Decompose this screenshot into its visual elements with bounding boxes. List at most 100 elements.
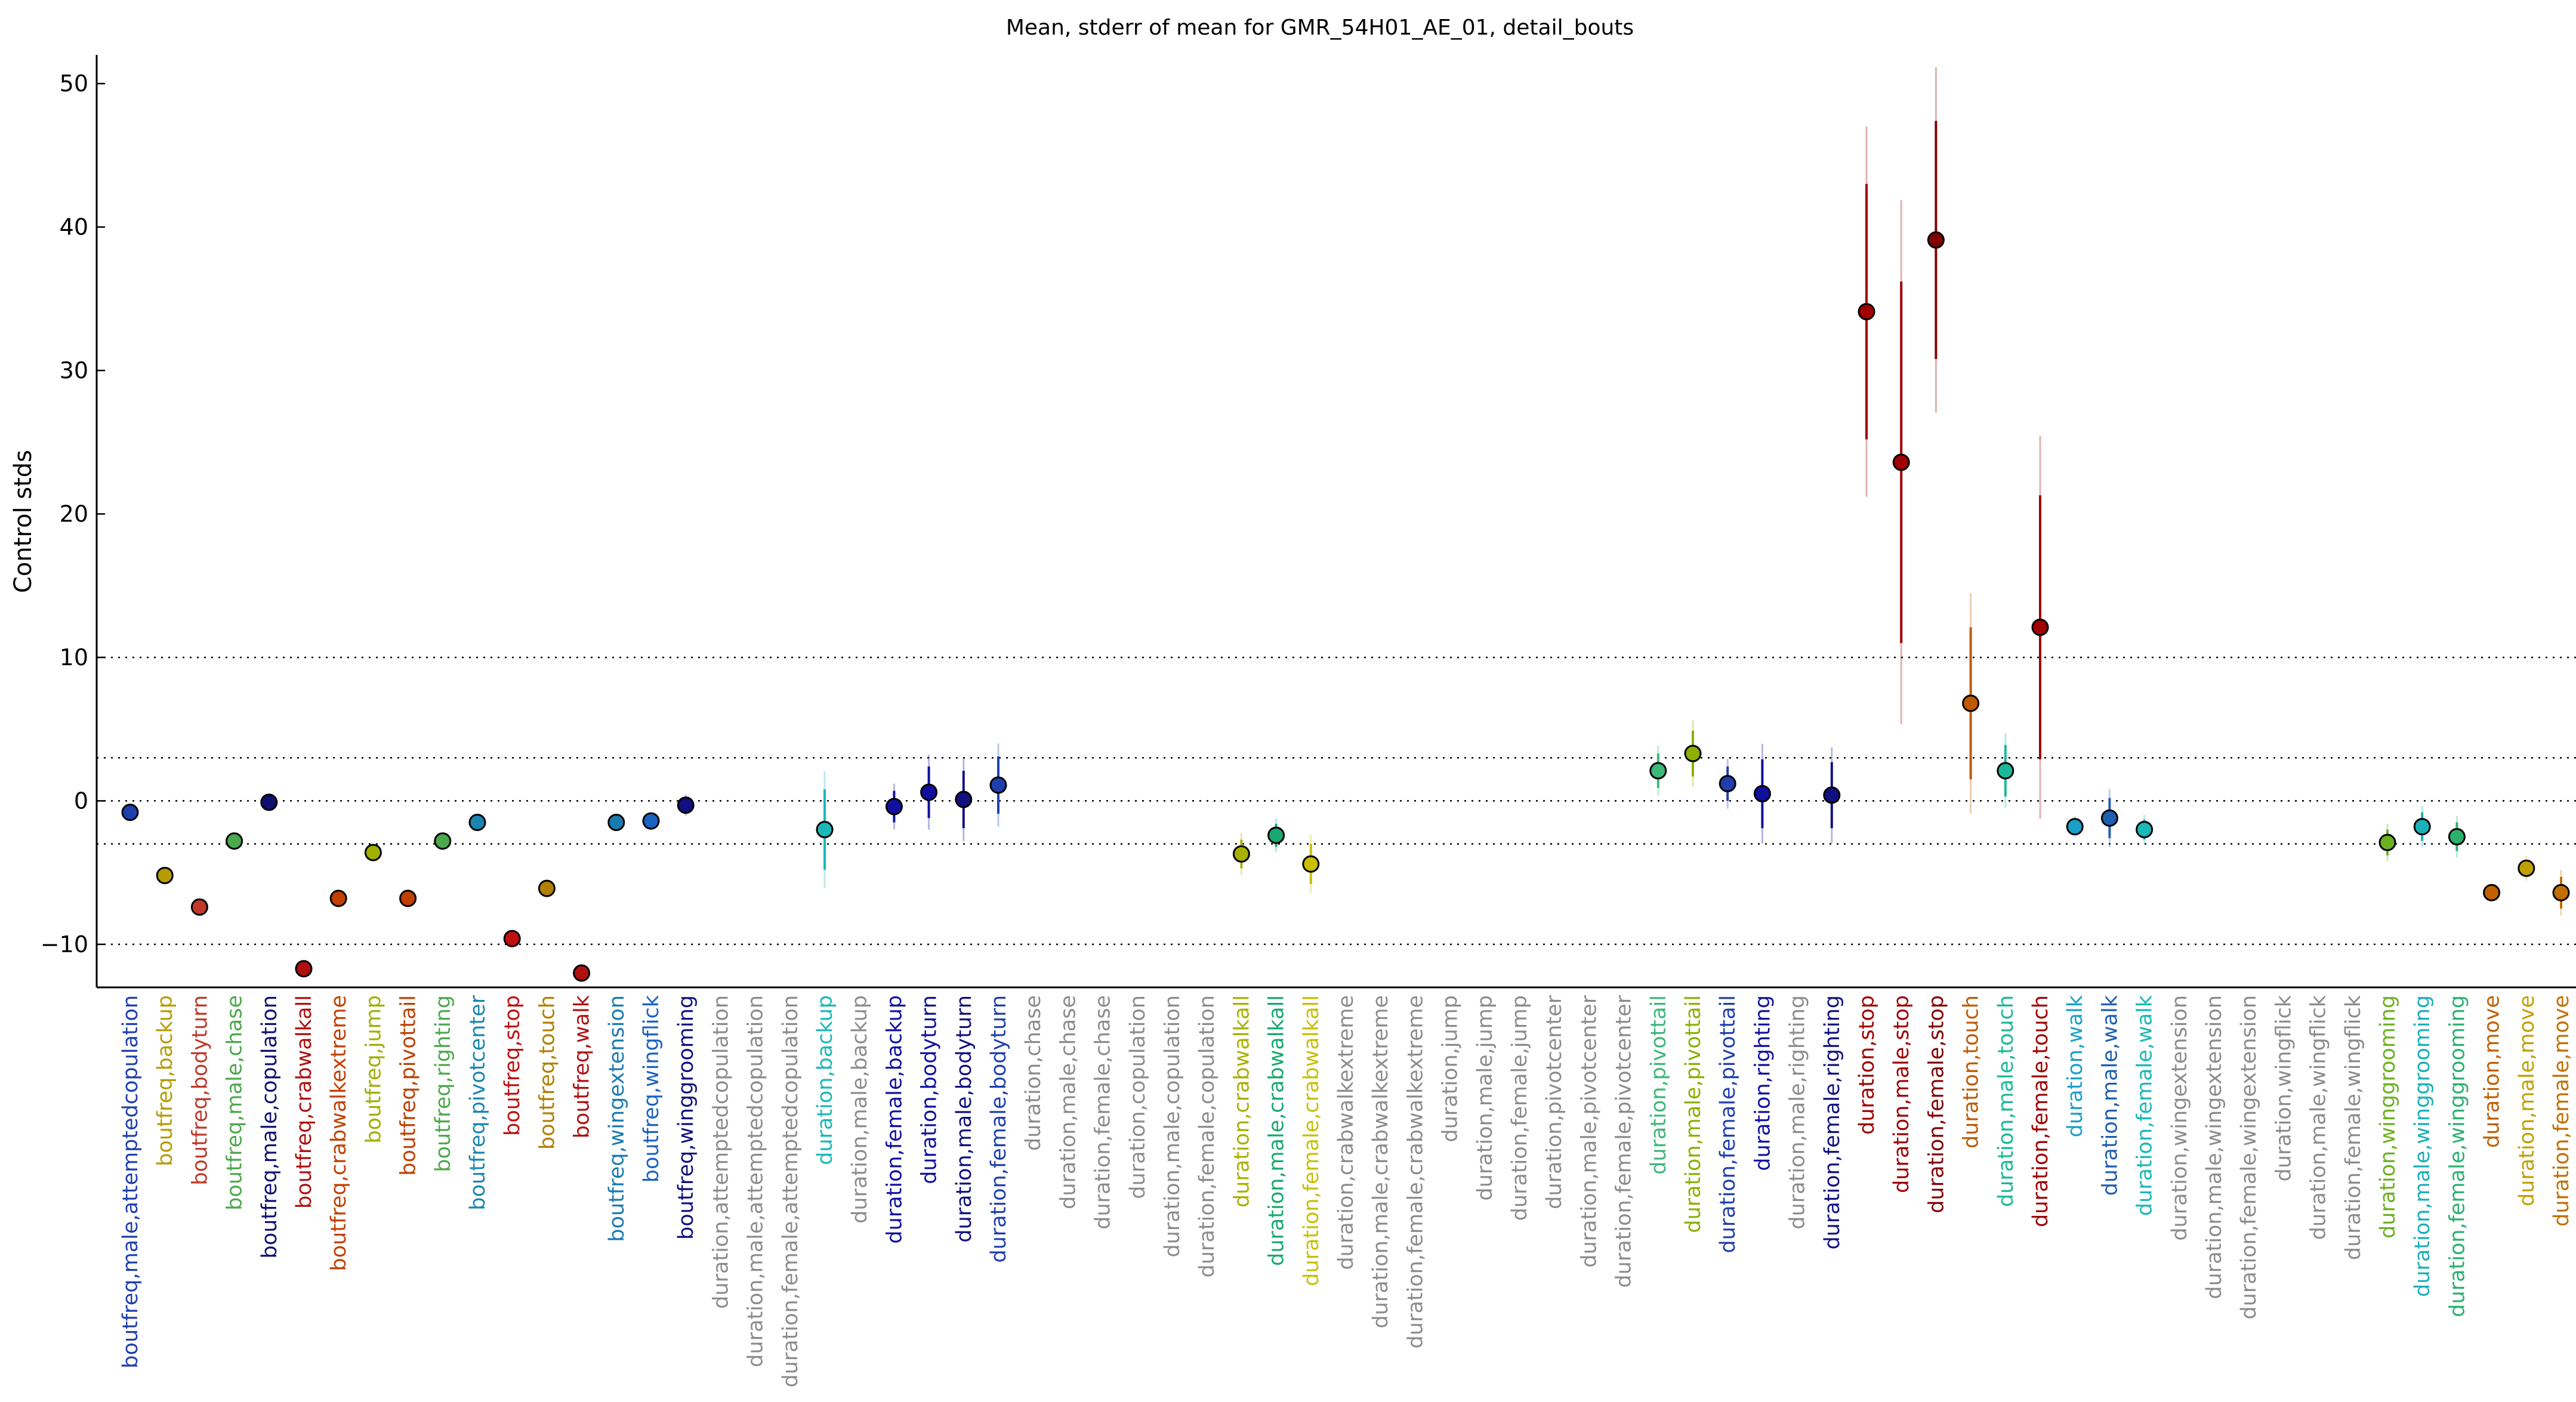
x-tick-label: duration,male,crabwalkall [1265,995,1289,1266]
data-point [399,890,417,907]
x-tick-label: duration,wingextension [2168,995,2192,1241]
data-point [226,832,243,850]
data-point [989,776,1007,794]
x-tick-label: duration,female,attemptedcopulation [779,995,803,1388]
data-point [677,796,695,814]
chart-title: Mean, stderr of mean for GMR_54H01_AE_01… [1006,16,1634,40]
data-point [2066,818,2084,836]
x-tick-label: boutfreq,stop [501,995,525,1136]
y-tick-label: 50 [60,70,88,97]
data-point [2518,859,2535,877]
data-point [503,929,521,947]
x-tick-label: duration,pivotcenter [1542,995,1566,1209]
x-tick-label: duration,female,move [2550,995,2574,1227]
data-point [156,866,174,884]
x-tick-label: duration,female,winggrooming [2445,995,2469,1317]
x-tick-label: boutfreq,wingextension [605,995,629,1242]
reference-lines [97,656,2576,946]
x-tick-label: boutfreq,male,chase [223,995,247,1210]
x-tick-label: duration,male,wingflick [2307,995,2331,1240]
x-tick-label: duration,female,walk [2133,995,2157,1216]
x-tick-label: boutfreq,male,attemptedcopulation [119,995,143,1369]
x-tick-label: duration,walk [2063,995,2087,1137]
x-tick-label: duration,winggrooming [2376,995,2400,1239]
data-point [2100,809,2118,827]
data-point [885,798,903,816]
data-point [1302,855,1320,873]
x-tick-label: duration,female,crabwalkextreme [1403,995,1427,1348]
x-tick-label: duration,male,move [2515,995,2539,1206]
x-tick-label: duration,male,backup [848,995,872,1224]
x-tick-label: boutfreq,walk [570,995,594,1138]
x-tick-label: duration,male,attemptedcopulation [744,995,768,1367]
data-point [1892,453,1910,471]
data-point [1684,745,1702,762]
x-tick-label: boutfreq,winggrooming [674,995,698,1240]
y-axis-label: Control stds [10,450,37,593]
x-tick-label: duration,crabwalkall [1230,995,1254,1208]
data-point [642,812,660,830]
data-point [1719,775,1736,793]
x-tick-label: duration,bodyturn [918,995,942,1184]
x-tick-label: duration,female,crabwalkall [1300,995,1324,1286]
x-tick-label: duration,female,jump [1508,995,1532,1221]
x-tick-label: duration,female,bodyturn [987,995,1011,1263]
data-point [2448,828,2466,846]
x-tick-label: duration,female,pivottail [1716,995,1740,1253]
x-tick-label: boutfreq,backup [153,995,177,1166]
y-tick-label: 30 [60,357,88,384]
x-tick-label: duration,female,wingextension [2237,995,2261,1320]
data-point [1232,845,1250,863]
data-point [364,844,382,861]
x-tick-label: duration,female,wingflick [2341,995,2365,1260]
x-tick-label: boutfreq,righting [431,995,455,1172]
data-point [1267,826,1285,844]
y-tick-label: 0 [74,788,88,814]
data-point [295,960,313,978]
data-point [1823,786,1841,804]
x-tick-label: boutfreq,pivotcenter [466,995,490,1210]
x-tick-label: duration,male,touch [1994,995,2018,1207]
x-tick-label: boutfreq,pivottail [397,995,421,1176]
x-tick-label: boutfreq,crabwalkextreme [327,995,351,1271]
data-point [1753,785,1771,802]
x-tick-label: duration,male,pivotcenter [1577,995,1601,1267]
x-tick-label: duration,jump [1439,995,1463,1142]
x-tick-label: boutfreq,male,copulation [258,995,282,1259]
data-point [1649,762,1667,780]
data-point [1927,231,1945,249]
data-point [920,783,938,801]
x-tick-label: duration,female,chase [1091,995,1115,1230]
x-tick-label: duration,pivottail [1647,995,1671,1175]
x-tick-label: duration,wingflick [2272,995,2296,1181]
data-point [190,898,208,916]
x-tick-label: duration,male,walk [2098,995,2122,1196]
x-tick-label: boutfreq,jump [362,995,385,1144]
y-tick-label: 10 [60,644,88,671]
data-points [121,231,2570,982]
y-tick-label: −10 [41,931,88,958]
data-point [1997,762,2014,780]
x-tick-label: duration,male,winggrooming [2411,995,2435,1297]
x-tick-label: duration,copulation [1126,995,1150,1199]
data-point [329,890,347,907]
x-tick-label: duration,crabwalkextreme [1334,995,1358,1270]
x-tick-label: duration,male,pivottail [1682,995,1705,1233]
data-point [434,832,452,850]
x-tick-label: duration,male,crabwalkextreme [1369,995,1393,1329]
axes [95,55,2576,989]
y-tick-label: 40 [60,214,88,240]
x-tick-label: duration,male,chase [1056,995,1080,1209]
x-tick-label: duration,stop [1855,995,1879,1135]
data-point [2378,833,2396,851]
x-tick-label: duration,female,touch [2029,995,2053,1227]
data-point [2413,818,2431,836]
data-point [260,793,278,811]
error-bars [129,67,2562,980]
x-tick-label: duration,male,stop [1890,995,1914,1193]
data-point [1962,694,1980,712]
x-tick-label: duration,female,stop [1924,995,1948,1213]
data-point [2552,884,2570,901]
x-tick-label: duration,righting [1751,995,1775,1171]
